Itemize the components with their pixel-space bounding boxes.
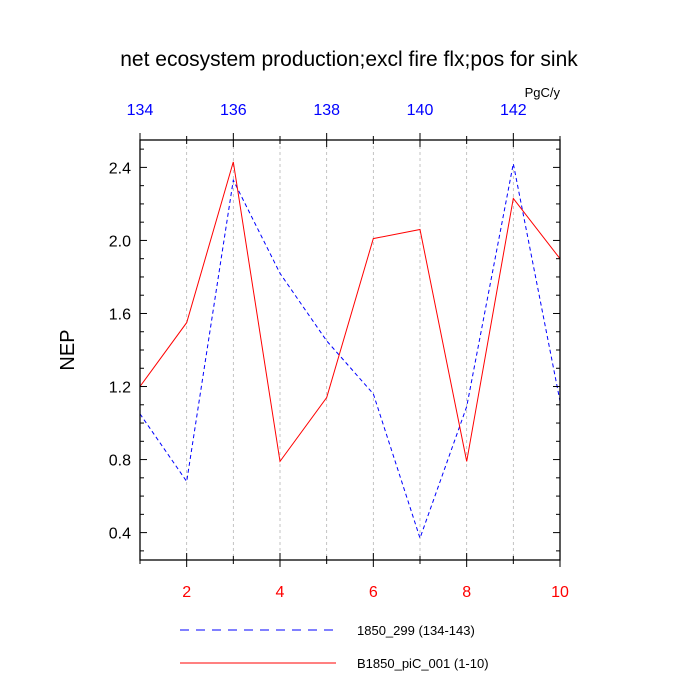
x-bottom-tick-label: 6	[369, 584, 378, 601]
y-tick-label: 1.6	[109, 306, 131, 323]
series-line	[139, 163, 561, 540]
units-label: PgC/y	[525, 85, 561, 100]
y-tick-label: 0.8	[109, 453, 131, 470]
y-tick-label: 0.4	[109, 526, 131, 543]
legend: 1850_299 (134-143) B1850_piC_001 (1-10)	[180, 623, 489, 671]
grid-lines	[186, 140, 514, 560]
x-top-tick-label: 138	[313, 102, 340, 119]
legend-label: 1850_299 (134-143)	[357, 623, 475, 638]
x-bottom-tick-label: 4	[276, 584, 285, 601]
x-bottom-tick-label: 2	[182, 584, 191, 601]
x-top-tick-label: 136	[220, 102, 247, 119]
plot-frame	[139, 139, 561, 561]
y-tick-label: 1.2	[109, 380, 131, 397]
y-tick-label: 2.0	[109, 233, 131, 250]
data-series	[139, 161, 561, 540]
series-line	[139, 161, 561, 463]
x-bottom-tick-label: 10	[551, 584, 569, 601]
x-top-tick-label: 142	[500, 102, 527, 119]
x-top-tick-label: 134	[127, 102, 154, 119]
axis-ticks: 2 4 6 8 10 134 136 138 140 142 0.4 0.8 1.2 1.6 2.0 2.4	[109, 102, 569, 601]
y-axis-label: NEP	[57, 329, 79, 370]
legend-label: B1850_piC_001 (1-10)	[357, 656, 489, 671]
x-top-tick-label: 140	[407, 102, 434, 119]
chart-title: net ecosystem production;excl fire flx;p…	[120, 48, 578, 71]
y-tick-label: 2.4	[109, 160, 131, 177]
x-bottom-tick-label: 8	[462, 584, 471, 601]
